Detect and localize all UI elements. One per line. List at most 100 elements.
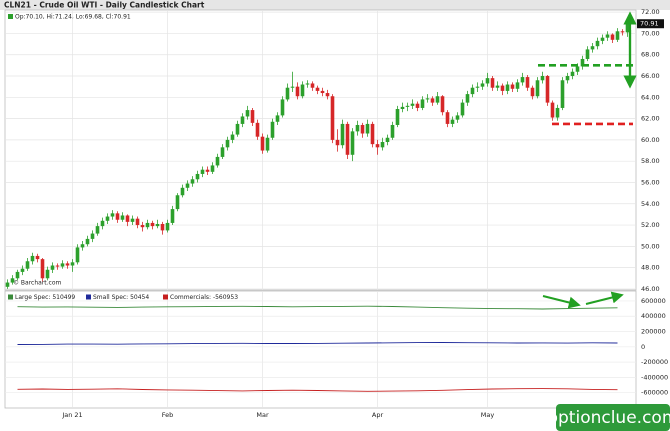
candle-body: [10, 278, 15, 283]
candle-body: [520, 77, 525, 83]
y-tick-label: 60.00: [641, 136, 660, 144]
candle-body: [420, 99, 425, 108]
candle-body: [490, 78, 495, 88]
candle-body: [330, 96, 335, 140]
candle-body: [145, 222, 150, 228]
source: © Barchart.com: [13, 280, 62, 287]
candle-body: [285, 87, 290, 100]
candle-body: [455, 115, 460, 120]
candle-body: [95, 226, 100, 234]
candle-body: [415, 103, 420, 108]
candle-body: [40, 259, 45, 279]
candle-body: [155, 223, 160, 227]
candle-body: [35, 255, 40, 260]
candle-body: [370, 123, 375, 145]
candle-body: [535, 80, 540, 97]
candle-body: [610, 34, 615, 40]
candle-body: [555, 107, 560, 118]
x-tick-label: Mar: [256, 411, 269, 419]
legend-swatch: [86, 294, 91, 300]
y-tick-label: 48.00: [641, 264, 660, 272]
y-tick-label: 400000: [641, 312, 666, 320]
candle-body: [55, 265, 60, 267]
cot-line: [17, 305, 618, 310]
candle-body: [105, 216, 110, 221]
candle-body: [205, 169, 210, 172]
candle-body: [150, 222, 155, 227]
candle-body: [395, 109, 400, 125]
y-tick-label: 52.00: [641, 221, 660, 229]
candle-body: [25, 261, 30, 269]
candle-body: [565, 76, 570, 81]
candle-body: [580, 58, 585, 67]
candle-body: [510, 84, 515, 89]
candle-body: [600, 37, 605, 41]
candle-body: [230, 134, 235, 140]
candle-body: [405, 105, 410, 107]
y-tick-label: 64.00: [641, 93, 660, 101]
candle-body: [110, 213, 115, 217]
candle-body: [425, 98, 430, 100]
candle-body: [70, 262, 75, 266]
candle-body: [295, 86, 300, 97]
candle-body: [195, 173, 200, 180]
candle-body: [435, 96, 440, 103]
candle-body: [480, 83, 485, 87]
candle-body: [225, 139, 230, 148]
candle-body: [380, 142, 385, 148]
candle-body: [460, 102, 465, 116]
candle-body: [170, 209, 175, 223]
candle-body: [365, 123, 370, 134]
candle-body: [85, 238, 90, 245]
candle-body: [175, 195, 180, 210]
candle-body: [255, 122, 260, 137]
candle-body: [625, 23, 630, 33]
candle-body: [345, 123, 350, 155]
y-tick-label: 72.00: [641, 8, 660, 16]
candle-body: [50, 265, 55, 270]
candle-body: [390, 124, 395, 138]
candle-body: [90, 233, 95, 239]
y-tick-label: 600000: [641, 297, 666, 305]
candle-body: [575, 66, 580, 72]
candle-body: [485, 78, 490, 84]
legend-swatch: [163, 294, 168, 300]
candle-body: [315, 87, 320, 91]
candle-body: [135, 218, 140, 226]
y-tick-label: 50.00: [641, 242, 660, 250]
candle-body: [475, 86, 480, 88]
candle-body: [450, 119, 455, 124]
candle-body: [185, 183, 190, 188]
x-tick-label: Jan 21: [61, 411, 82, 419]
candle-body: [515, 82, 520, 89]
candle-body: [400, 106, 405, 110]
candle-body: [30, 255, 35, 262]
candle-body: [620, 31, 625, 33]
candle-body: [410, 103, 415, 106]
candle-body: [495, 85, 500, 88]
candle-body: [355, 124, 360, 132]
candle-body: [190, 179, 195, 184]
y-tick-label: 68.00: [641, 51, 660, 59]
candle-body: [235, 123, 240, 135]
cot-arrow: [585, 291, 624, 305]
candle-body: [550, 102, 555, 118]
candle-body: [375, 144, 380, 148]
legend-label: Commercials: -560953: [170, 294, 238, 301]
candle-body: [300, 84, 305, 97]
candle-body: [325, 93, 330, 97]
cot-line: [17, 388, 618, 392]
y-tick-label: -600000: [641, 389, 668, 397]
cot-line: [17, 342, 618, 345]
candle-body: [120, 215, 125, 220]
candle-body: [310, 83, 315, 88]
legend-swatch: [8, 294, 13, 300]
y-tick-label: 58.00: [641, 157, 660, 165]
candle-body: [545, 76, 550, 103]
candle-body: [15, 271, 20, 279]
candle-body: [140, 225, 145, 228]
x-tick-label: Apr: [372, 411, 384, 419]
candle-body: [60, 263, 65, 267]
candle-body: [530, 87, 535, 97]
